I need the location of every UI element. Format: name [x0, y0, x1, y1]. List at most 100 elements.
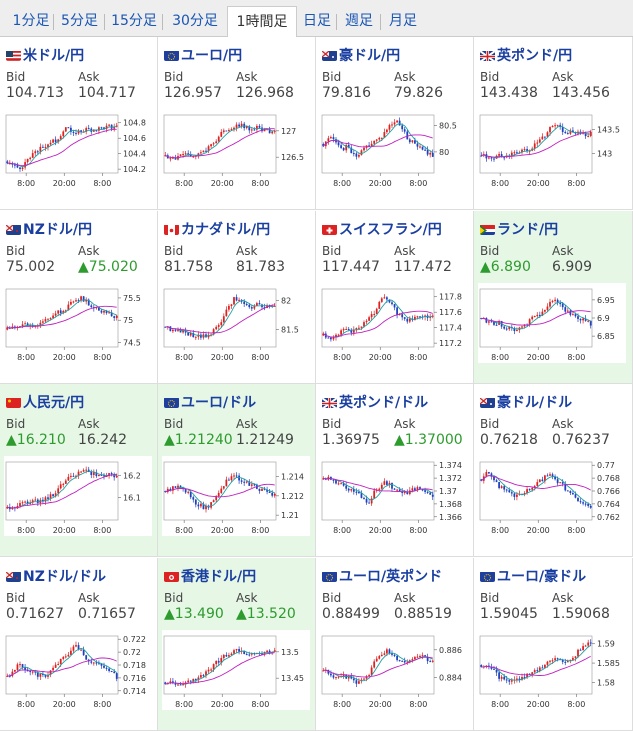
price-chart[interactable]: 16.2 16.1 8:00 20:00 8:00: [4, 456, 152, 536]
price-chart[interactable]: 13.5 13.45 8:00 20:00 8:00: [162, 629, 310, 710]
candle: [169, 158, 172, 160]
y-tick-label: 13.45: [281, 674, 304, 683]
pair-name-link[interactable]: 豪ドル/ドル: [480, 392, 572, 412]
currency-pair-card[interactable]: 豪ドル/円 Bid Ask 79.816 79.826 80.5 80 8:00 20:00 8:…: [316, 37, 474, 210]
pair-name-link[interactable]: スイスフラン/円: [322, 219, 442, 239]
candle: [217, 660, 220, 663]
candle: [113, 315, 116, 318]
candle: [391, 482, 393, 489]
ask-label: Ask: [78, 417, 100, 431]
candle: [220, 488, 223, 493]
candle: [192, 156, 195, 158]
candle: [115, 475, 118, 478]
currency-pair-card[interactable]: スイスフラン/円 Bid Ask 117.447 117.472 117.8 117.6 11…: [316, 210, 474, 384]
tab-0[interactable]: 1分足: [12, 13, 50, 29]
pair-name-link[interactable]: NZドル/円: [6, 219, 92, 239]
tab-separator: [104, 14, 105, 30]
flag-icon: [6, 397, 21, 408]
price-chart[interactable]: 0.722 0.72 0.718 0.716 0.714 8:00 20:00 8:00: [4, 629, 152, 710]
candle: [536, 314, 539, 316]
tab-3[interactable]: 30分足: [172, 13, 218, 29]
candle: [559, 482, 562, 484]
currency-pair-card[interactable]: NZドル/ドル Bid Ask 0.71627 0.71657 0.722 0.72 0.71…: [0, 557, 158, 731]
pair-name-link[interactable]: NZドル/ドル: [6, 566, 106, 586]
price-chart[interactable]: 0.77 0.768 0.766 0.764 0.762 8:00 20:00 8:00: [478, 456, 626, 536]
candle: [401, 491, 404, 493]
ask-label: Ask: [236, 243, 258, 258]
ask-label: Ask: [552, 417, 574, 431]
candle: [220, 131, 223, 137]
currency-pair-card[interactable]: 英ポンド/円 Bid Ask 143.438 143.456 143.5 143 8:00 20…: [474, 37, 633, 210]
price-chart[interactable]: 1.214 1.212 1.21 8:00 20:00 8:00: [162, 456, 310, 536]
pair-name-link[interactable]: ユーロ/円: [164, 45, 242, 65]
tab-separator: [162, 14, 163, 30]
candle: [406, 318, 409, 322]
tab-7[interactable]: 月足: [389, 13, 417, 29]
currency-pair-card[interactable]: NZドル/円 Bid Ask 75.002 ▲75.020 75.5 75 74.5 8:00 2…: [0, 210, 158, 384]
x-tick-label: 8:00: [333, 526, 351, 535]
pair-name-link[interactable]: 英ポンド/ドル: [322, 392, 428, 412]
price-chart[interactable]: 1.374 1.372 1.37 1.368 1.366 8:00 20:00 8:00: [320, 456, 468, 536]
candle: [396, 489, 398, 491]
currency-pair-card[interactable]: 豪ドル/ドル Bid Ask 0.76218 0.76237 0.77 0.768 0.766…: [474, 384, 633, 557]
price-chart[interactable]: 143.5 143 8:00 20:00 8:00: [478, 109, 626, 189]
tab-1[interactable]: 5分足: [61, 13, 98, 29]
y-tick-label: 80.5: [439, 122, 457, 131]
x-tick-label: 8:00: [567, 353, 585, 362]
candle: [62, 483, 65, 485]
pair-name-link[interactable]: 米ドル/円: [6, 45, 84, 65]
price-chart[interactable]: 80.5 80 8:00 20:00 8:00: [320, 109, 468, 189]
currency-pair-card[interactable]: ユーロ/円 Bid Ask 126.957 126.968 127 126.5 8:00 20:…: [158, 37, 316, 210]
candle: [579, 649, 582, 651]
price-chart[interactable]: 1.59 1.585 1.58 8:00 20:00 8:00: [478, 629, 626, 710]
candle: [6, 506, 9, 509]
price-chart[interactable]: 117.8 117.6 117.4 117.2 8:00 20:00 8:00: [320, 282, 468, 363]
price-chart[interactable]: 104.8 104.6 104.4 104.2 8:00 20:00 8:00: [4, 109, 152, 189]
candle: [322, 333, 325, 335]
candle: [380, 297, 383, 302]
pair-name-link[interactable]: 人民元/円: [6, 392, 84, 412]
tab-2[interactable]: 15分足: [111, 13, 157, 29]
candle: [378, 655, 381, 659]
pair-name-link[interactable]: カナダドル/円: [164, 219, 270, 239]
candle: [561, 659, 564, 662]
pair-name-link[interactable]: ユーロ/英ポンド: [322, 566, 442, 586]
moving-average-short: [165, 476, 275, 508]
candle: [493, 668, 495, 670]
candle: [202, 150, 205, 153]
price-chart[interactable]: 6.95 6.9 6.85 8:00 20:00 8:00: [478, 282, 626, 363]
flag-icon: [164, 397, 179, 408]
timeframe-tabs: 1分足 5分足 15分足 30分足 1時間足 日足 週足 月足: [0, 0, 633, 37]
pair-name-link[interactable]: 香港ドル/円: [164, 566, 256, 586]
candle: [67, 304, 70, 310]
pair-name-link[interactable]: 豪ドル/円: [322, 45, 400, 65]
tab-6[interactable]: 週足: [345, 13, 373, 29]
candle: [11, 671, 14, 676]
candle: [57, 663, 60, 665]
tab-4[interactable]: 1時間足: [227, 6, 297, 37]
currency-pair-card[interactable]: 人民元/円 Bid Ask ▲16.210 16.242 16.2 16.1 8:00 20:0…: [0, 384, 158, 557]
pair-name-link[interactable]: ランド/円: [480, 219, 558, 239]
pair-name-link[interactable]: ユーロ/豪ドル: [480, 566, 586, 586]
price-chart[interactable]: 82 81.5 8:00 20:00 8:00: [162, 282, 310, 363]
currency-pair-card[interactable]: 米ドル/円 Bid Ask 104.713 104.717 104.8 104.6 104.4…: [0, 37, 158, 210]
candle: [322, 478, 325, 480]
candle: [108, 311, 110, 313]
currency-pair-card[interactable]: ユーロ/豪ドル Bid Ask 1.59045 1.59068 1.59 1.585 1.58…: [474, 557, 633, 731]
currency-pair-card[interactable]: カナダドル/円 Bid Ask 81.758 81.783 82 81.5 8:00 20:00…: [158, 210, 316, 384]
currency-pair-card[interactable]: ユーロ/英ポンド Bid Ask 0.88499 0.88519 0.886 0.884 8:…: [316, 557, 474, 731]
tab-5[interactable]: 日足: [303, 13, 331, 29]
price-chart[interactable]: 127 126.5 8:00 20:00 8:00: [162, 109, 310, 189]
currency-pair-card[interactable]: ランド/円 Bid Ask ▲6.890 6.909 6.95 6.9 6.85 8:00 20:…: [474, 210, 633, 384]
currency-pair-card[interactable]: 香港ドル/円 Bid Ask ▲13.490 ▲13.520 13.5 13.45 8:00 2…: [158, 557, 316, 731]
currency-pair-card[interactable]: ユーロ/ドル Bid Ask ▲1.21240 1.21249 1.214 1.212 1.2…: [158, 384, 316, 557]
candle: [238, 299, 240, 301]
pair-name-link[interactable]: 英ポンド/円: [480, 45, 572, 65]
candle: [421, 146, 424, 150]
y-tick-label: 0.72: [123, 648, 141, 657]
pair-name-link[interactable]: ユーロ/ドル: [164, 392, 256, 412]
x-tick-label: 8:00: [333, 353, 351, 362]
currency-pair-card[interactable]: 英ポンド/ドル Bid Ask 1.36975 ▲1.37000 1.374 1.372 1.…: [316, 384, 474, 557]
price-chart[interactable]: 75.5 75 74.5 8:00 20:00 8:00: [4, 282, 152, 363]
price-chart[interactable]: 0.886 0.884 8:00 20:00 8:00: [320, 629, 468, 710]
